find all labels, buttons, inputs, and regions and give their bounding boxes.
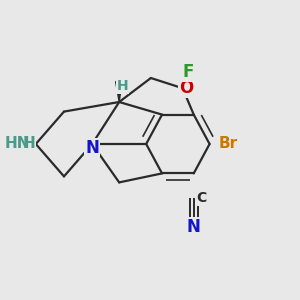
- Polygon shape: [116, 82, 122, 102]
- Text: HN: HN: [5, 136, 31, 152]
- Text: C: C: [196, 191, 206, 205]
- Text: F: F: [183, 63, 194, 81]
- Text: N: N: [187, 218, 201, 236]
- Text: H: H: [23, 136, 36, 152]
- Text: O: O: [179, 79, 193, 97]
- Text: N: N: [85, 139, 99, 157]
- Text: Br: Br: [218, 136, 238, 152]
- Text: H: H: [117, 80, 128, 93]
